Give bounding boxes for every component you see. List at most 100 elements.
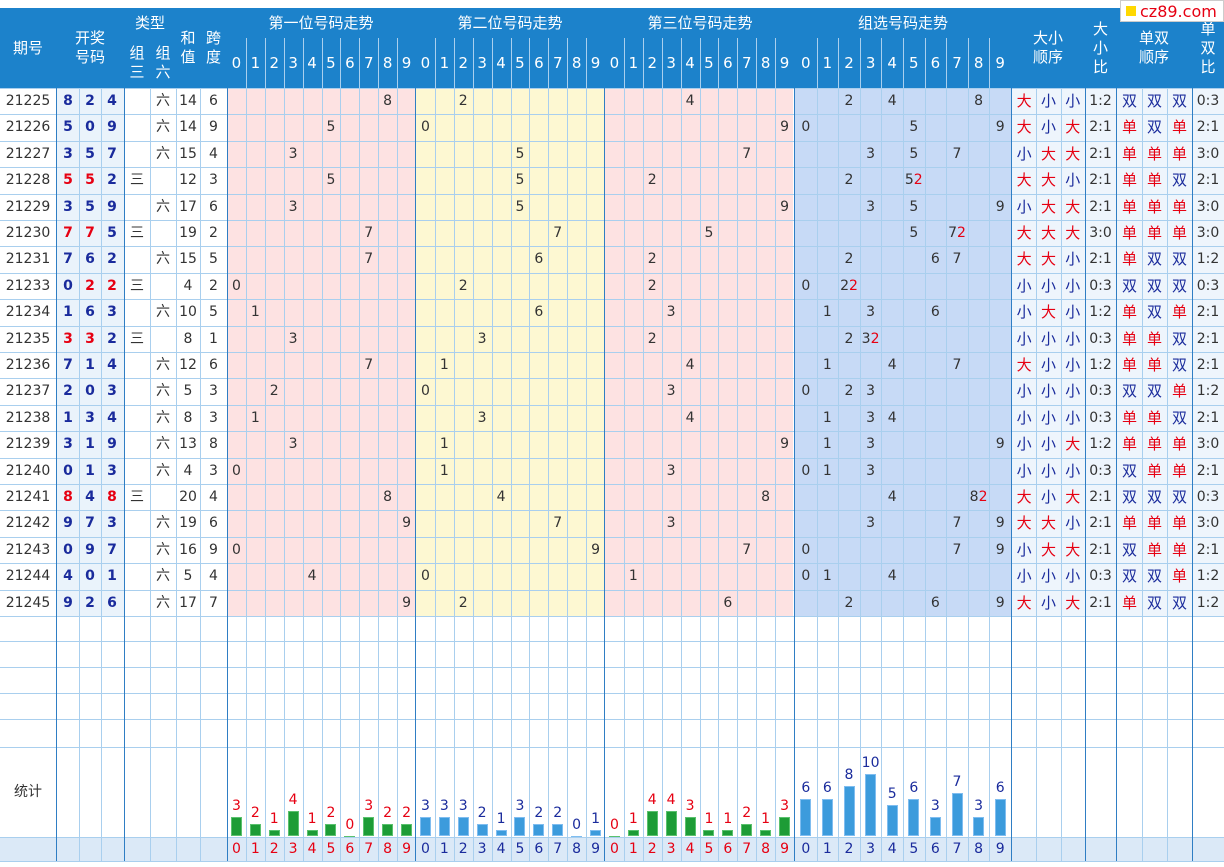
pos3-stat-value: 4 — [647, 792, 657, 809]
digit-grid-line — [359, 38, 361, 861]
odd-ratio-cell: 1:2 — [1196, 383, 1220, 400]
size-ratio-cell: 0:3 — [1089, 277, 1112, 294]
type-zu6-cell: 六 — [156, 304, 170, 321]
position-hit: 9 — [402, 515, 411, 532]
row-grid-line — [0, 510, 1224, 512]
digit-grid-line — [321, 38, 323, 861]
digit-grid-line — [718, 38, 720, 861]
group-hit-digit: 4 — [887, 93, 897, 109]
sum-cell: 14 — [179, 119, 197, 136]
pos1-stat-bar — [401, 823, 413, 836]
draw-digit: 6 — [85, 251, 95, 268]
digit-grid-line — [397, 38, 399, 861]
position-hit: 9 — [780, 436, 789, 453]
site-watermark[interactable]: cz89.com — [1120, 0, 1224, 22]
group-hit-digit: 5 — [909, 198, 919, 215]
sum-cell: 12 — [179, 357, 197, 373]
group-hit-digit: 2 — [844, 594, 854, 611]
pos1-stat-bar — [287, 811, 299, 836]
period-cell: 21243 — [5, 541, 51, 558]
group-hit: 0 — [795, 537, 817, 563]
odd-order-cell: 双 — [1171, 593, 1187, 612]
pos3-stat-digit: 6 — [723, 841, 733, 857]
group-hit: 1 — [817, 352, 839, 378]
column-grid-line — [101, 88, 102, 861]
column-grid-line — [1192, 88, 1193, 861]
pos3-stat-value: 1 — [723, 810, 733, 827]
size-order-cell: 大 — [1016, 92, 1032, 110]
size-order-cell: 小 — [1040, 329, 1056, 348]
draw-digit: 2 — [85, 93, 95, 109]
type-zu6-cell: 六 — [156, 93, 170, 109]
odd-order-cell: 单 — [1146, 435, 1162, 454]
digit-header-2-0: 0 — [609, 53, 620, 72]
odd-order-cell: 双 — [1146, 250, 1162, 269]
span-cell: 9 — [209, 119, 218, 136]
pos3-stat-bar — [760, 829, 772, 836]
size-order-header: 大小顺序 — [1032, 29, 1063, 66]
group-hit: 5 — [903, 194, 925, 220]
pos1-stat-value: 0 — [345, 817, 355, 833]
draw-digit: 9 — [107, 436, 117, 453]
grid-line — [0, 861, 1224, 862]
column-grid-line — [124, 88, 125, 861]
position-hit: 1 — [439, 357, 449, 373]
size-ratio-cell: 1:2 — [1089, 436, 1112, 453]
pos1-stat-digit: 1 — [250, 841, 260, 857]
group-hit: 1 — [817, 563, 839, 589]
logo-square-icon — [1126, 6, 1136, 16]
odd-ratio-cell: 2:1 — [1196, 119, 1220, 136]
span-cell: 2 — [209, 225, 218, 241]
odd-ratio-cell: 3:0 — [1196, 145, 1220, 162]
digit-header-1-7: 7 — [552, 53, 563, 72]
span-cell: 3 — [209, 172, 218, 189]
pos1-stat-value: 3 — [364, 798, 374, 815]
group-hit-digit: 7 — [948, 225, 957, 241]
sum-cell: 19 — [179, 515, 197, 532]
span-cell: 3 — [209, 409, 218, 426]
draw-digit: 1 — [63, 409, 73, 426]
pos2-stat-value: 3 — [439, 798, 449, 815]
pos1-stat-digit: 3 — [288, 841, 298, 857]
draw-digit: 3 — [107, 304, 117, 321]
size-order-cell: 大 — [1065, 435, 1081, 454]
size-order-cell: 小 — [1016, 540, 1032, 559]
pos2-stat-bar — [419, 817, 431, 836]
span-cell: 6 — [209, 93, 218, 109]
group-hit: 6 — [925, 246, 947, 272]
digit-grid-line — [378, 38, 380, 861]
draw-digit: 2 — [107, 330, 117, 347]
pos3-stat-value: 4 — [666, 792, 676, 809]
pos1-stat-digit: 8 — [383, 841, 393, 857]
group-hit: 7 — [946, 537, 968, 563]
group-header: 组选号码走势 — [857, 13, 948, 32]
group-stat-bar — [865, 774, 877, 836]
group-hit-digit: 3 — [866, 409, 876, 426]
sum-cell: 4 — [183, 277, 193, 294]
odd-order-cell: 单 — [1146, 408, 1162, 427]
draw-digit: 7 — [107, 541, 117, 558]
odd-ratio-cell: 2:1 — [1196, 330, 1220, 347]
group-hit-digit: 3 — [861, 330, 871, 347]
group-stat-value: 8 — [844, 767, 854, 784]
position-hit: 7 — [364, 357, 374, 373]
draw-header: 开奖号码 — [74, 29, 105, 66]
odd-order-cell: 双 — [1171, 276, 1187, 295]
group-hit: 7 — [946, 141, 968, 167]
odd-ratio-cell: 0:3 — [1196, 93, 1220, 109]
odd-order-cell: 双 — [1121, 488, 1137, 506]
row-grid-line — [0, 378, 1224, 380]
size-order-cell: 大 — [1016, 593, 1032, 612]
group-hit: 0 — [795, 273, 817, 299]
group-digit-header-1: 1 — [822, 53, 833, 72]
odd-order-cell: 单 — [1146, 356, 1162, 374]
position-hit: 0 — [231, 541, 241, 558]
group-hit: 9 — [989, 114, 1011, 140]
digit-header-1-1: 1 — [439, 53, 450, 72]
group-hit-digit: 7 — [952, 251, 962, 268]
group-hit: 52 — [903, 167, 925, 193]
type-zu3-cell: 三 — [130, 225, 144, 241]
digit-grid-line — [434, 38, 436, 861]
digit-grid-line — [946, 38, 948, 861]
type-zu6-cell: 六 — [156, 436, 170, 453]
